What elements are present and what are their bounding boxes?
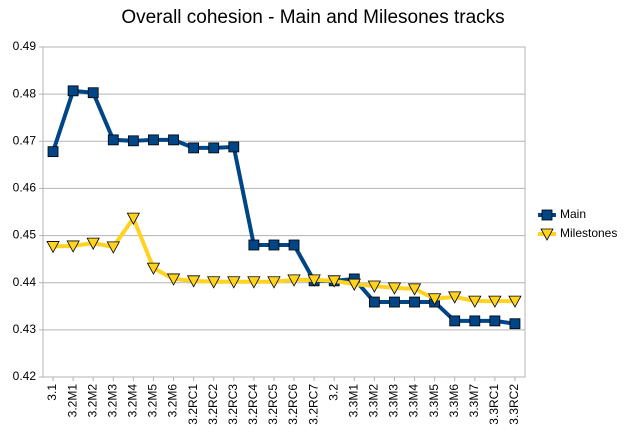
- marker: [148, 134, 159, 146]
- x-tick-label: 3.2M1: [65, 384, 79, 418]
- x-tick-label: 3.3M5: [427, 384, 441, 418]
- marker: [207, 276, 221, 289]
- marker: [67, 85, 79, 97]
- marker: [208, 142, 220, 154]
- legend-marker: [541, 209, 553, 221]
- marker: [468, 295, 482, 308]
- marker: [347, 278, 361, 291]
- marker: [427, 293, 442, 306]
- x-tick-label: 3.3M4: [407, 384, 421, 418]
- x-tick-label: 3.2M4: [126, 384, 140, 418]
- marker: [268, 239, 280, 251]
- marker: [106, 241, 120, 254]
- y-tick-label: 0.43: [13, 322, 37, 336]
- legend-label: Main: [560, 207, 586, 221]
- x-tick-label: 3.3M3: [387, 384, 401, 418]
- x-tick-label: 3.2M5: [146, 384, 160, 418]
- marker: [368, 296, 380, 308]
- marker: [469, 315, 481, 327]
- marker: [188, 142, 200, 154]
- y-tick-label: 0.44: [13, 275, 37, 289]
- marker: [107, 134, 119, 146]
- marker: [448, 291, 462, 304]
- x-tick-label: 3.2RC3: [226, 384, 240, 425]
- marker: [127, 135, 139, 147]
- marker: [327, 275, 341, 288]
- marker: [407, 283, 422, 296]
- x-tick-label: 3.2RC1: [186, 384, 200, 425]
- marker: [87, 87, 99, 99]
- marker: [449, 315, 461, 327]
- marker: [47, 146, 59, 158]
- marker: [66, 240, 80, 253]
- plot-frame: [42, 46, 526, 378]
- marker: [389, 296, 400, 308]
- x-tick-label: 3.2RC6: [286, 384, 300, 425]
- x-tick-label: 3.2RC5: [266, 384, 280, 425]
- x-tick-label: 3.3M2: [367, 384, 381, 418]
- y-tick-label: 0.45: [13, 228, 37, 242]
- x-tick-label: 3.3M6: [447, 384, 461, 418]
- y-tick-label: 0.47: [13, 133, 37, 147]
- marker: [489, 315, 501, 327]
- marker: [307, 274, 321, 287]
- marker: [86, 237, 100, 250]
- y-tick-label: 0.49: [13, 39, 37, 53]
- x-tick-label: 3.2M3: [105, 384, 119, 418]
- marker: [186, 275, 201, 288]
- x-tick-label: 3.3RC1: [487, 384, 501, 425]
- x-tick-label: 3.2RC7: [306, 384, 320, 425]
- x-tick-label: 3.2M6: [166, 384, 180, 418]
- marker: [409, 296, 420, 308]
- marker: [168, 134, 179, 146]
- marker: [247, 276, 261, 289]
- marker: [248, 239, 260, 251]
- legend-label: Milestones: [560, 226, 617, 240]
- marker: [267, 276, 281, 289]
- y-tick-label: 0.46: [13, 181, 37, 195]
- x-tick-label: 3.3RC2: [507, 384, 521, 425]
- x-tick-label: 3.2M2: [85, 384, 99, 418]
- x-tick-label: 3.2RC2: [206, 384, 220, 425]
- marker: [166, 273, 181, 286]
- legend-marker: [540, 228, 554, 241]
- x-tick-label: 3.2RC4: [246, 384, 260, 425]
- x-tick-label: 3.1: [45, 384, 59, 401]
- marker: [488, 295, 502, 308]
- marker: [288, 239, 300, 251]
- chart-title: Overall cohesion - Main and Milesones tr…: [121, 7, 504, 28]
- marker: [387, 282, 402, 295]
- marker: [508, 295, 522, 308]
- marker: [146, 262, 161, 275]
- marker: [46, 241, 60, 254]
- marker: [227, 276, 241, 289]
- y-tick-label: 0.48: [13, 86, 37, 100]
- x-tick-label: 3.3M1: [346, 384, 360, 418]
- marker: [509, 318, 521, 330]
- marker: [287, 274, 301, 287]
- marker: [126, 212, 141, 225]
- marker: [367, 280, 382, 293]
- marker: [228, 141, 240, 153]
- x-tick-label: 3.3M7: [467, 384, 481, 418]
- y-tick-label: 0.42: [13, 369, 37, 383]
- x-tick-label: 3.2: [326, 384, 340, 401]
